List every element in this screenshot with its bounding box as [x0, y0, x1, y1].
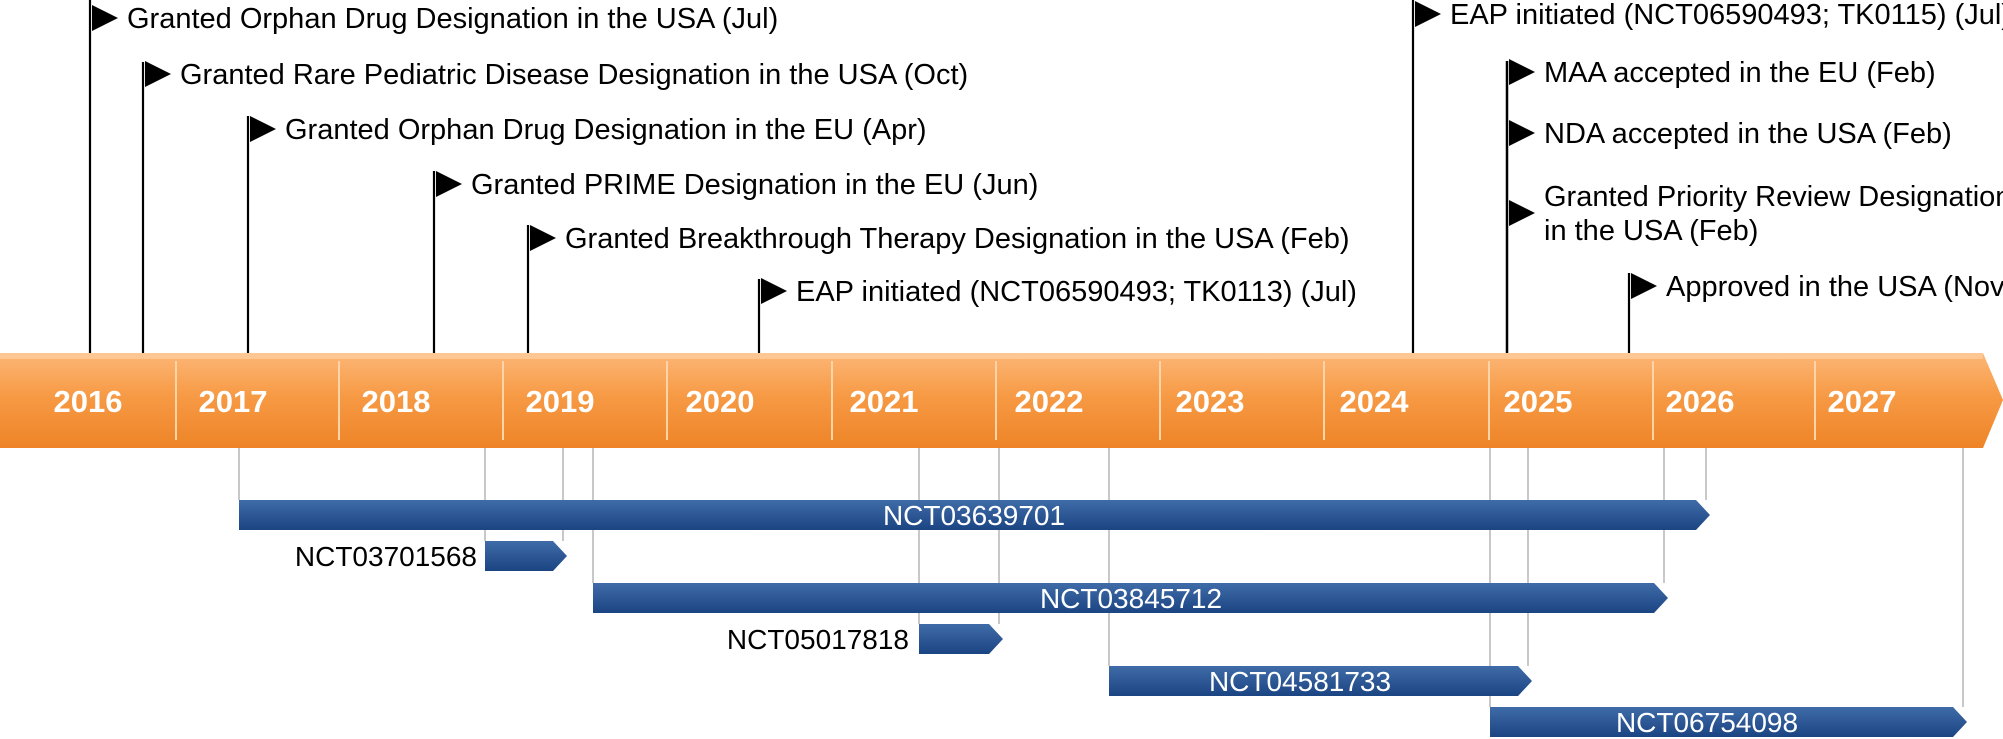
milestone: Granted Rare Pediatric Disease Designati…	[141, 59, 968, 353]
flag-icon	[250, 116, 276, 142]
milestone-label: EAP initiated (NCT06590493; TK0113) (Jul…	[796, 276, 1357, 308]
milestones: Granted Orphan Drug Designation in the U…	[88, 0, 2003, 353]
flag-icon	[1631, 273, 1657, 299]
year-axis-highlight	[0, 353, 1983, 359]
milestone-label: Granted Priority Review Designation	[1544, 181, 2003, 213]
trial-label: NCT03639701	[883, 500, 1065, 531]
trial-bar-NCT03639701: NCT03639701	[239, 500, 1710, 531]
year-label-2019: 2019	[526, 384, 595, 419]
milestone: Granted PRIME Designation in the EU (Jun…	[432, 169, 1038, 353]
milestone: Granted Orphan Drug Designation in the U…	[88, 0, 778, 353]
trial-label: NCT04581733	[1209, 666, 1391, 697]
milestone: MAA accepted in the EU (Feb)	[1505, 57, 1936, 353]
year-label-2016: 2016	[54, 384, 123, 419]
trial-bars: NCT03639701 NCT03701568 NCT03845712 NCT0501…	[239, 500, 1967, 738]
milestone-label: Approved in the USA (Nov)	[1666, 271, 2003, 303]
milestone-label: Granted Rare Pediatric Disease Designati…	[180, 59, 968, 91]
milestone-label: NDA accepted in the USA (Feb)	[1544, 118, 1952, 150]
trial-bar-NCT05017818: NCT05017818	[727, 624, 1003, 655]
flag-icon	[1509, 59, 1535, 85]
year-label-2017: 2017	[199, 384, 268, 419]
flag-icon	[436, 171, 462, 197]
year-axis: 2016 2017 2018 2019 2020 2021 2022 2023 2024 2025…	[0, 353, 2003, 448]
trial-bar-shape	[1109, 666, 1532, 696]
trial-label: NCT06754098	[1616, 707, 1798, 738]
trial-label: NCT05017818	[727, 624, 909, 655]
year-label-2024: 2024	[1340, 384, 1410, 419]
flag-icon	[145, 61, 171, 87]
trial-bar-NCT06754098: NCT06754098	[1490, 707, 1967, 738]
flag-icon	[530, 225, 556, 251]
year-label-2020: 2020	[686, 384, 755, 419]
flag-icon	[761, 278, 787, 304]
flag-icon	[1509, 200, 1535, 226]
trial-label: NCT03845712	[1040, 583, 1222, 614]
milestone: EAP initiated (NCT06590493; TK0115) (Jul…	[1411, 0, 2003, 353]
trial-bar-shape	[1490, 707, 1967, 737]
trial-guide-lines	[238, 448, 1964, 707]
milestone: Granted Breakthrough Therapy Designation…	[526, 223, 1350, 353]
trial-bar-shape	[593, 583, 1668, 613]
flag-icon	[1415, 1, 1441, 27]
year-label-2018: 2018	[362, 384, 431, 419]
year-label-2026: 2026	[1666, 384, 1735, 419]
milestone-label: Granted Breakthrough Therapy Designation…	[565, 223, 1350, 255]
milestone-label: MAA accepted in the EU (Feb)	[1544, 57, 1936, 89]
trial-bar-shape	[919, 624, 1003, 654]
trial-bar-NCT03845712: NCT03845712	[593, 583, 1668, 614]
year-label-2025: 2025	[1504, 384, 1573, 419]
milestone-label: Granted Orphan Drug Designation in the U…	[127, 3, 778, 35]
year-axis-band	[0, 353, 2003, 448]
trial-bar-shape	[239, 500, 1710, 530]
trial-bar-shape	[485, 541, 567, 571]
year-label-2021: 2021	[850, 384, 919, 419]
milestone-label: in the USA (Feb)	[1544, 215, 1758, 247]
trial-bar-NCT04581733: NCT04581733	[1109, 666, 1532, 697]
year-label-2023: 2023	[1176, 384, 1245, 419]
milestone: Granted Orphan Drug Designation in the E…	[246, 114, 927, 353]
trial-label: NCT03701568	[295, 541, 477, 572]
milestone: EAP initiated (NCT06590493; TK0113) (Jul…	[757, 276, 1357, 353]
milestone-label: Granted Orphan Drug Designation in the E…	[285, 114, 927, 146]
flag-icon	[92, 5, 118, 31]
milestone-label: Granted PRIME Designation in the EU (Jun…	[471, 169, 1038, 201]
milestone: Approved in the USA (Nov)	[1627, 271, 2003, 353]
milestone-label: EAP initiated (NCT06590493; TK0115) (Jul…	[1450, 0, 2003, 31]
trial-bar-NCT03701568: NCT03701568	[295, 541, 567, 572]
year-label-2022: 2022	[1015, 384, 1084, 419]
flag-icon	[1509, 120, 1535, 146]
year-label-2027: 2027	[1828, 384, 1897, 419]
